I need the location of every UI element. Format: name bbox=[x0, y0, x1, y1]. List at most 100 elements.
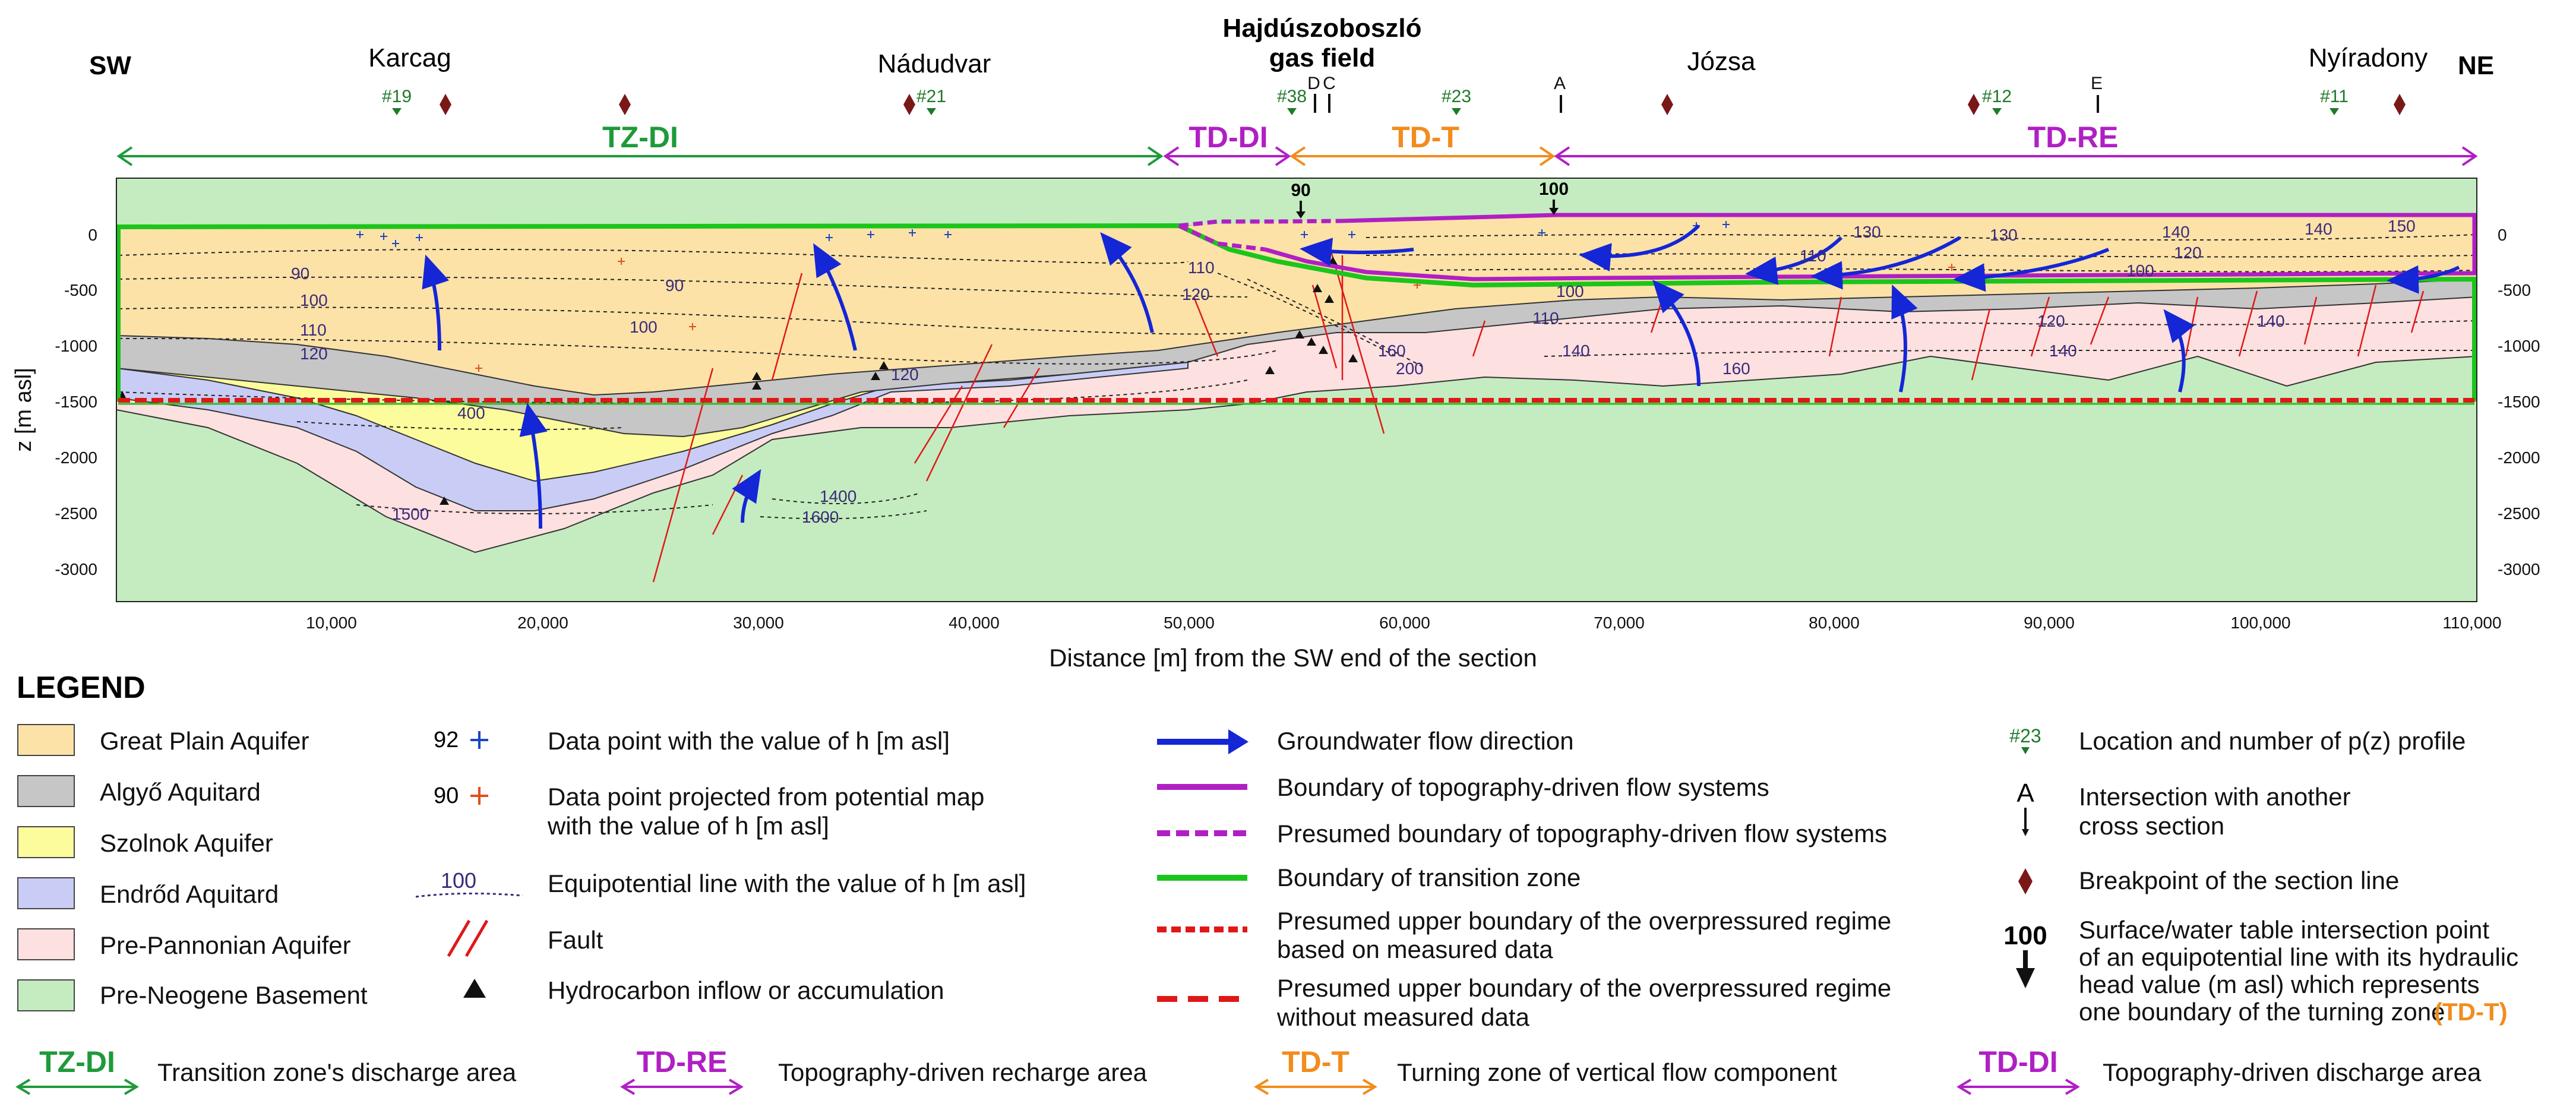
equipotential-value: 110 bbox=[1532, 309, 1559, 327]
y-axis-left: z [m asl] 0 -500 -1000 -1500 -2000 -2500… bbox=[11, 226, 97, 578]
y-tick-right: -1500 bbox=[2498, 393, 2540, 411]
x-tick: 40,000 bbox=[949, 613, 1000, 632]
profile-sample: #23 bbox=[2009, 725, 2041, 747]
flow-arrow bbox=[1300, 238, 1414, 267]
town-nyiradony: Nyíradony bbox=[2309, 43, 2428, 72]
turning-marker-100: 100 bbox=[1539, 179, 1569, 199]
x-axis: 10,000 20,000 30,000 40,000 50,000 60,00… bbox=[306, 613, 2501, 672]
x-axis-title: Distance [m] from the SW end of the sect… bbox=[1049, 644, 1537, 672]
y-axis-right: 0 -500 -1000 -1500 -2000 -2500 -3000 bbox=[2498, 226, 2540, 578]
sw-label: SW bbox=[89, 51, 131, 80]
turning-marker-sample: 100 bbox=[2003, 921, 2047, 950]
legend-zones: TZ-DI Transition zone's discharge area T… bbox=[15, 1045, 2482, 1095]
legend-line-label: without measured data bbox=[1276, 1003, 1530, 1031]
breakpoint-icon bbox=[1661, 94, 1673, 115]
intersection-c: C bbox=[1323, 74, 1336, 93]
equipotential-value: 120 bbox=[891, 365, 919, 384]
flow-arrow bbox=[813, 243, 857, 351]
legend-lines: Groundwater flow direction Boundary of t… bbox=[1157, 727, 1891, 1031]
flow-arrow bbox=[1579, 224, 1701, 272]
zone-badge-td-re: TD-RE bbox=[637, 1045, 728, 1079]
equipotential-value: 140 bbox=[1562, 341, 1590, 360]
y-axis-title: z [m asl] bbox=[11, 368, 36, 451]
breakpoint-markers bbox=[440, 94, 2406, 115]
y-tick-right: 0 bbox=[2498, 226, 2507, 244]
y-tick: -2000 bbox=[55, 448, 97, 467]
equipotential-sample-line bbox=[415, 892, 523, 898]
profile-23: #23 bbox=[1442, 87, 1471, 106]
equipotential-value: 1400 bbox=[820, 487, 856, 505]
legend-marker-label: Location and number of p(z) profile bbox=[2079, 727, 2466, 755]
cross-section-intersections: D C A E bbox=[1307, 74, 2103, 113]
plot-frame bbox=[116, 178, 2477, 602]
legend-marker-label: head value (m asl) which represents bbox=[2079, 970, 2480, 998]
topography-flow-boundary-presumed bbox=[1178, 219, 1343, 252]
gas-field-title-1: Hajdúszoboszló bbox=[1223, 14, 1422, 43]
legend-title: LEGEND bbox=[17, 671, 146, 705]
legend-line-label: Groundwater flow direction bbox=[1277, 727, 1574, 755]
flow-arrow bbox=[1953, 248, 2110, 292]
zone-tz-di bbox=[116, 146, 1164, 166]
legend-marker-label: Intersection with another bbox=[2079, 783, 2351, 811]
legend-line-label: Boundary of topography-driven flow syste… bbox=[1277, 773, 1769, 801]
equipotential-value: 90 bbox=[291, 264, 309, 283]
town-jozsa: Józsa bbox=[1687, 47, 1756, 76]
legend-marker-label: one boundary of the turning zone bbox=[2079, 998, 2445, 1026]
profile-21: #21 bbox=[916, 87, 946, 106]
equipotential-value: 110 bbox=[1800, 246, 1826, 265]
zone-label-td-t: TD-T bbox=[1392, 121, 1459, 154]
town-karcag: Karcag bbox=[368, 43, 451, 72]
legend-symbols: 92 Data point with the value of h [m asl… bbox=[415, 727, 1026, 1004]
zone-td-t bbox=[1289, 146, 1556, 166]
equipotential-values: 90 100 110 120 90 100 110 120 130 140 15… bbox=[291, 217, 2416, 526]
legend-symbol-label: with the value of h [m asl] bbox=[547, 812, 829, 840]
equipotential-value: 140 bbox=[2162, 223, 2190, 241]
breakpoint-icon bbox=[2394, 94, 2406, 115]
legend-symbol-label: Hydrocarbon inflow or accumulation bbox=[548, 976, 944, 1004]
legend-marker-label: of an equipotential line with its hydrau… bbox=[2079, 943, 2518, 971]
blue-cross-icon bbox=[470, 731, 488, 749]
equipotential-sample: 100 bbox=[441, 868, 476, 893]
equipotential-value: 400 bbox=[457, 404, 485, 422]
equipotential-value: 160 bbox=[1378, 341, 1406, 360]
zone-badge-td-t: TD-T bbox=[1282, 1045, 1349, 1079]
zone-label-td-di: TD-DI bbox=[1189, 121, 1268, 154]
legend-line-label: Boundary of transition zone bbox=[1277, 864, 1581, 891]
legend-symbol-label: Fault bbox=[548, 926, 603, 954]
zone-legend-label: Topography-driven recharge area bbox=[778, 1058, 1148, 1086]
equipotential-value: 120 bbox=[1182, 285, 1210, 303]
equipotential-value: 100 bbox=[2126, 261, 2154, 280]
legend-unit-label: Szolnok Aquifer bbox=[100, 829, 273, 857]
x-tick: 110,000 bbox=[2442, 613, 2501, 632]
equipotential-value: 130 bbox=[1990, 226, 2018, 244]
legend-unit-label: Pre-Neogene Basement bbox=[100, 981, 368, 1009]
equipotential-value: 150 bbox=[2388, 217, 2416, 235]
swatch-endrod bbox=[17, 877, 75, 909]
zone-label-td-re: TD-RE bbox=[2028, 121, 2119, 154]
profile-19: #19 bbox=[382, 87, 412, 106]
legend-marker-label: cross section bbox=[2079, 812, 2224, 840]
cross-section-plot: 90 100 110 120 90 100 110 120 130 140 15… bbox=[116, 178, 2477, 602]
legend-marker-accent: (TD-T) bbox=[2434, 998, 2508, 1026]
flow-arrows bbox=[422, 224, 2460, 529]
fault-icon bbox=[447, 919, 489, 957]
intersection-d: D bbox=[1307, 74, 1320, 93]
zone-badge-td-di: TD-DI bbox=[1978, 1045, 2057, 1079]
x-tick: 60,000 bbox=[1379, 613, 1430, 632]
breakpoint-icon bbox=[903, 94, 915, 115]
intersection-e: E bbox=[2091, 74, 2103, 93]
equipotential-value: 120 bbox=[2174, 243, 2202, 262]
breakpoint-icon bbox=[1968, 94, 1980, 115]
profile-38: #38 bbox=[1277, 87, 1307, 106]
equipotential-value: 120 bbox=[2037, 312, 2065, 330]
x-tick: 90,000 bbox=[2024, 613, 2075, 632]
x-tick: 30,000 bbox=[733, 613, 784, 632]
breakpoint-icon bbox=[619, 94, 631, 115]
legend-line-label: based on measured data bbox=[1277, 935, 1553, 963]
y-tick: -2500 bbox=[55, 504, 97, 523]
x-tick: 10,000 bbox=[306, 613, 357, 632]
transition-zone-boundary bbox=[116, 223, 2477, 401]
legend-symbol-label: Data point with the value of h [m asl] bbox=[548, 727, 950, 755]
swatch-pre-pannonian bbox=[17, 928, 75, 960]
